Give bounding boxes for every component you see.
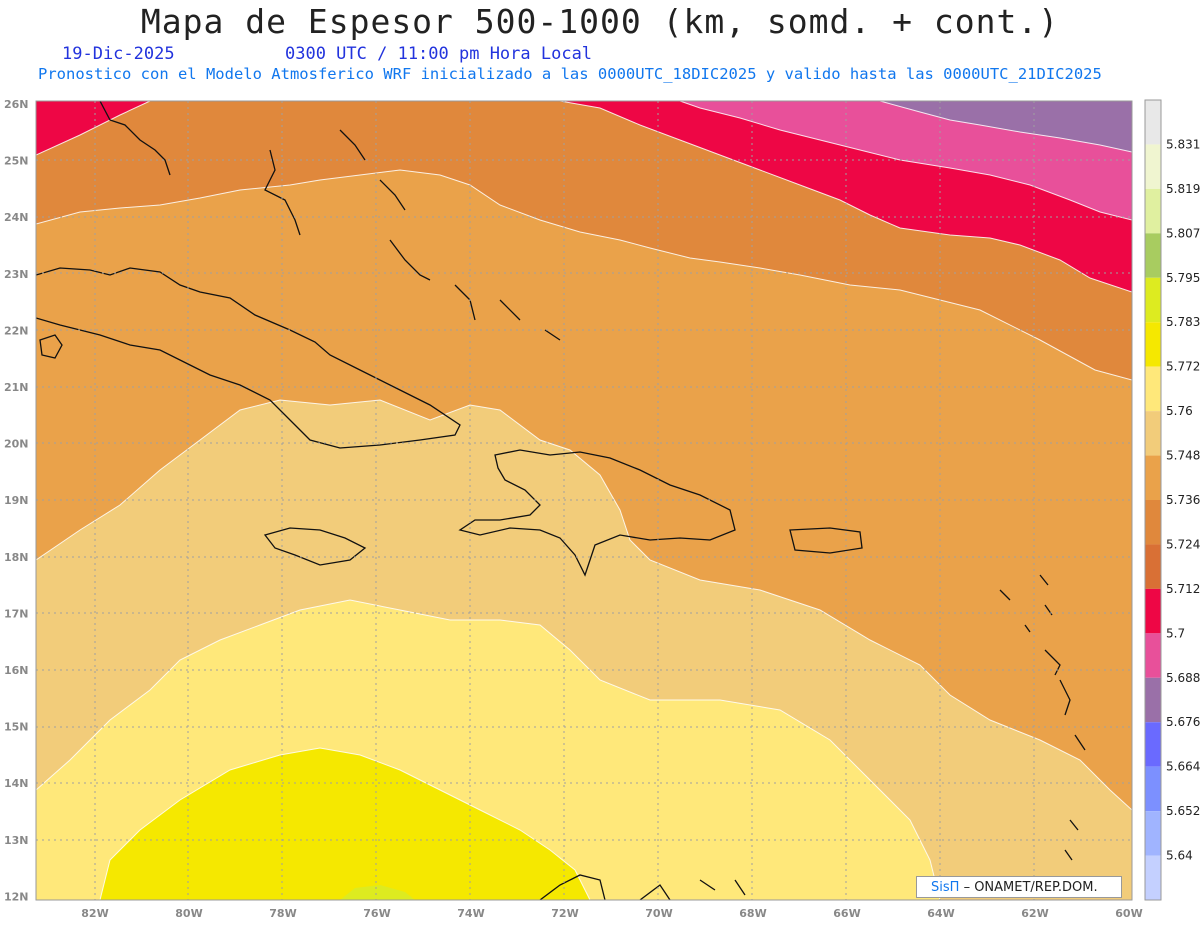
colorbar-swatch	[1145, 811, 1161, 856]
lat-tick-label: 18N	[4, 551, 29, 564]
lat-tick-label: 21N	[4, 381, 29, 394]
colorbar-label: 5.712	[1166, 582, 1200, 596]
map-title: Mapa de Espesor 500-1000 (km, somd. + co…	[140, 2, 1060, 41]
lon-tick-label: 68W	[739, 907, 766, 920]
colorbar-swatch	[1145, 677, 1161, 723]
lat-lon-grid	[36, 101, 1132, 900]
colorbar-label: 5.748	[1166, 449, 1200, 463]
colorbar: 5.831 5.819 5.807 5.795 5.783 5.772 5.76 5.748 5…	[1144, 99, 1200, 901]
credit-sis: SisΠ	[931, 880, 960, 895]
lon-tick-label: 72W	[551, 907, 578, 920]
colorbar-label: 5.76	[1166, 404, 1193, 418]
colorbar-label: 5.795	[1166, 271, 1200, 285]
jamaica-coast	[263, 527, 367, 566]
colorbar-label: 5.676	[1166, 715, 1200, 729]
colorbar-swatch	[1145, 588, 1161, 634]
latitude-axis: 26N 25N 24N 23N 22N 21N 20N 19N 18N 17N 16N 15N 14N 1…	[4, 98, 29, 903]
band-5772	[100, 748, 590, 900]
lat-tick-label: 16N	[4, 664, 29, 677]
lon-tick-label: 76W	[363, 907, 390, 920]
colorbar-label: 5.819	[1166, 182, 1200, 196]
colorbar-label: 5.64	[1166, 849, 1193, 863]
colorbar-label: 5.688	[1166, 671, 1200, 685]
band-5783	[340, 885, 415, 900]
lat-tick-label: 20N	[4, 438, 29, 451]
colorbar-swatch	[1145, 411, 1161, 456]
colorbar-swatch	[1145, 366, 1161, 412]
map-field	[36, 101, 1132, 900]
isla-juventud	[39, 334, 63, 359]
colorbar-label: 5.783	[1166, 315, 1200, 329]
colorbar-swatch	[1145, 633, 1161, 678]
colorbar-swatch	[1145, 855, 1161, 900]
colorbar-label: 5.807	[1166, 226, 1200, 240]
coastlines	[36, 101, 1086, 900]
lon-tick-label: 60W	[1115, 907, 1142, 920]
cuba-coast	[36, 267, 461, 449]
colorbar-swatch	[1145, 722, 1161, 767]
colorbar-frame	[1144, 99, 1162, 901]
colorbar-swatch	[1145, 277, 1161, 323]
forecast-subtitle: Pronostico con el Modelo Atmosferico WRF…	[38, 65, 1102, 83]
hispaniola-coast	[458, 449, 736, 577]
colorbar-swatch	[1145, 455, 1161, 500]
lat-tick-label: 19N	[4, 494, 29, 507]
lon-tick-label: 64W	[927, 907, 954, 920]
lat-tick-label: 25N	[4, 155, 29, 168]
lat-tick-label: 23N	[4, 268, 29, 281]
colorbar-swatch	[1145, 766, 1161, 812]
colorbar-label: 5.831	[1166, 137, 1200, 151]
lon-tick-label: 78W	[269, 907, 296, 920]
lon-tick-label: 82W	[81, 907, 108, 920]
colorbar-label: 5.664	[1166, 760, 1200, 774]
colorbar-swatch	[1145, 100, 1161, 145]
colorbar-swatch	[1145, 144, 1161, 189]
colorbar-swatch	[1145, 233, 1161, 278]
colorbar-label: 5.652	[1166, 804, 1200, 818]
lat-tick-label: 13N	[4, 834, 29, 847]
colorbar-swatch	[1145, 188, 1161, 234]
lon-tick-label: 62W	[1021, 907, 1048, 920]
forecast-time: 0300 UTC / 11:00 pm Hora Local	[285, 44, 593, 64]
credit-box: SisΠ – ONAMET/REP.DOM.	[916, 876, 1122, 898]
colorbar-label: 5.7	[1166, 626, 1185, 640]
colorbar-swatch	[1145, 500, 1161, 545]
credit-org: – ONAMET/REP.DOM.	[963, 880, 1098, 895]
florida-coast	[99, 101, 171, 176]
lat-tick-label: 17N	[4, 607, 29, 620]
lon-tick-label: 80W	[175, 907, 202, 920]
lon-tick-label: 66W	[833, 907, 860, 920]
forecast-date: 19-Dic-2025	[62, 44, 175, 64]
lon-tick-label: 74W	[457, 907, 484, 920]
colorbar-swatch	[1145, 322, 1161, 367]
lesser-antilles	[999, 574, 1086, 861]
colorbar-label: 5.736	[1166, 493, 1200, 507]
longitude-axis: 82W 80W 78W 76W 74W 72W 70W 68W 66W 64W 62W 60W	[81, 907, 1142, 920]
lat-tick-label: 12N	[4, 890, 29, 903]
lat-tick-label: 14N	[4, 777, 29, 790]
south-america-coast	[539, 874, 746, 900]
colorbar-swatch	[1145, 544, 1161, 589]
colorbar-label: 5.724	[1166, 537, 1200, 551]
lat-tick-label: 22N	[4, 324, 29, 337]
colorbar-label: 5.772	[1166, 360, 1200, 374]
lat-tick-label: 26N	[4, 98, 29, 111]
lat-tick-label: 24N	[4, 211, 29, 224]
lat-tick-label: 15N	[4, 721, 29, 734]
lon-tick-label: 70W	[645, 907, 672, 920]
puerto-rico-coast	[789, 527, 863, 554]
map-frame	[35, 100, 1133, 901]
